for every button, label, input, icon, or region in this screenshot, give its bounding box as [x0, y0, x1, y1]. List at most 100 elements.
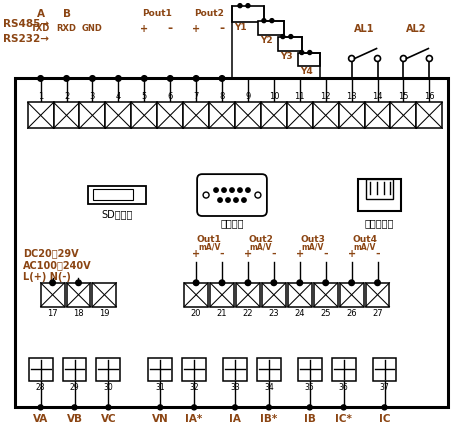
Circle shape: [375, 280, 380, 286]
Bar: [232, 6, 264, 22]
Text: -: -: [220, 249, 225, 259]
Circle shape: [72, 405, 77, 410]
Circle shape: [168, 76, 173, 81]
Bar: [94, 189, 133, 200]
Bar: [106, 102, 131, 128]
Text: Y1: Y1: [234, 23, 247, 32]
Text: 32: 32: [189, 384, 199, 393]
Text: 20: 20: [191, 309, 201, 318]
Text: 以太网接口: 以太网接口: [365, 218, 394, 228]
Circle shape: [214, 188, 218, 192]
Text: Y4: Y4: [300, 68, 313, 77]
Bar: [314, 283, 338, 307]
Text: L(+) N(-): L(+) N(-): [23, 272, 70, 282]
Text: Out1: Out1: [197, 235, 221, 244]
Circle shape: [219, 280, 225, 286]
Text: 打印接口: 打印接口: [220, 218, 244, 228]
Text: 9: 9: [245, 92, 250, 101]
Circle shape: [226, 198, 230, 202]
Text: GND: GND: [82, 24, 103, 33]
Text: +: +: [192, 249, 200, 259]
Bar: [288, 283, 312, 307]
Text: VC: VC: [100, 415, 116, 424]
Text: +: +: [140, 24, 148, 34]
Circle shape: [307, 405, 312, 410]
Bar: [28, 102, 54, 128]
Circle shape: [158, 405, 163, 410]
Circle shape: [349, 280, 354, 286]
Bar: [366, 179, 394, 199]
Text: 23: 23: [269, 309, 279, 318]
Text: Pout1: Pout1: [142, 9, 172, 18]
Circle shape: [349, 55, 355, 61]
Circle shape: [382, 405, 387, 410]
Circle shape: [76, 280, 81, 286]
Bar: [80, 102, 106, 128]
Circle shape: [270, 18, 274, 23]
Bar: [258, 21, 284, 34]
Text: IC*: IC*: [335, 415, 352, 424]
Text: 14: 14: [372, 92, 383, 101]
Bar: [15, 78, 448, 407]
Bar: [63, 357, 87, 381]
Bar: [366, 283, 389, 307]
Text: 35: 35: [305, 384, 315, 393]
Circle shape: [375, 55, 381, 61]
Text: 8: 8: [219, 92, 225, 101]
Bar: [278, 37, 302, 51]
Circle shape: [308, 51, 312, 55]
Bar: [262, 283, 286, 307]
Bar: [209, 102, 235, 128]
Bar: [41, 283, 64, 307]
Text: mA/V: mA/V: [250, 243, 272, 252]
Text: -: -: [219, 22, 225, 35]
Circle shape: [245, 280, 251, 286]
Circle shape: [341, 405, 346, 410]
Circle shape: [323, 280, 328, 286]
Text: 4: 4: [116, 92, 121, 101]
Text: 18: 18: [73, 309, 84, 318]
Circle shape: [194, 76, 199, 81]
Text: 26: 26: [346, 309, 357, 318]
Circle shape: [192, 405, 197, 410]
Text: 21: 21: [217, 309, 227, 318]
Bar: [340, 283, 363, 307]
Circle shape: [90, 76, 95, 81]
Bar: [223, 357, 247, 381]
Bar: [257, 357, 281, 381]
Text: 29: 29: [70, 384, 79, 393]
Text: Out4: Out4: [352, 235, 377, 244]
Circle shape: [400, 55, 407, 61]
Circle shape: [38, 76, 44, 81]
Text: RXD: RXD: [56, 24, 76, 33]
Circle shape: [281, 34, 285, 39]
Circle shape: [271, 280, 277, 286]
Text: -: -: [168, 22, 173, 35]
Bar: [373, 357, 396, 381]
Text: IB*: IB*: [260, 415, 277, 424]
Circle shape: [300, 51, 304, 55]
Bar: [364, 102, 390, 128]
Circle shape: [234, 198, 238, 202]
Circle shape: [246, 4, 250, 8]
Text: 10: 10: [269, 92, 279, 101]
Text: 3: 3: [90, 92, 95, 101]
Bar: [96, 357, 120, 381]
Text: 13: 13: [346, 92, 357, 101]
Bar: [298, 357, 322, 381]
Text: mA/V: mA/V: [198, 243, 220, 252]
Circle shape: [219, 76, 225, 81]
Text: +: +: [296, 249, 304, 259]
Bar: [236, 283, 260, 307]
Text: RS485→: RS485→: [3, 18, 49, 29]
Text: +: +: [348, 249, 356, 259]
Text: B: B: [63, 9, 70, 18]
Bar: [88, 186, 146, 204]
Circle shape: [238, 188, 242, 192]
Circle shape: [232, 405, 238, 410]
Bar: [210, 283, 234, 307]
Text: 2: 2: [64, 92, 69, 101]
Circle shape: [242, 198, 246, 202]
Circle shape: [116, 76, 121, 81]
Text: VB: VB: [67, 415, 82, 424]
